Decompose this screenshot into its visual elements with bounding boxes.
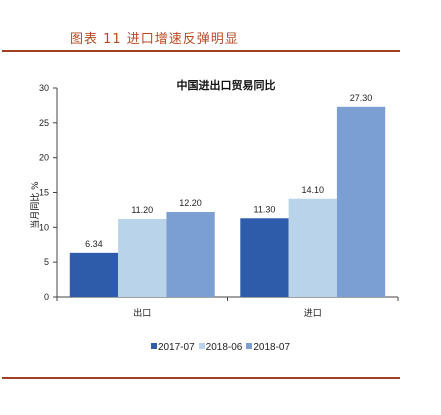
y-tick-label: 10 <box>39 222 49 232</box>
x-tick-label: 进口 <box>304 308 322 318</box>
top-rule <box>2 50 400 52</box>
data-label: 14.10 <box>301 185 324 195</box>
data-label: 27.30 <box>350 93 373 103</box>
y-tick-label: 25 <box>39 118 49 128</box>
legend-item: 2018-07 <box>246 342 290 353</box>
y-tick-label: 20 <box>39 153 49 163</box>
y-axis-label: 当月同比 % <box>29 181 41 229</box>
chart-title: 中国进出口贸易同比 <box>177 78 276 92</box>
bar <box>240 218 289 297</box>
data-label: 6.34 <box>85 239 103 249</box>
y-tick-label: 30 <box>39 83 49 93</box>
legend-label: 2018-06 <box>205 342 243 353</box>
bar <box>69 252 119 297</box>
legend-swatch <box>198 343 205 349</box>
legend-swatch <box>246 343 253 349</box>
x-tick-label: 出口 <box>133 307 151 318</box>
y-tick-label: 0 <box>44 292 49 302</box>
figure-caption: 图表 11 进口增速反弹明显 <box>70 32 239 47</box>
bar <box>336 106 386 297</box>
bars <box>69 106 386 297</box>
x-axis: 出口 进口 <box>56 296 399 318</box>
data-label: 12.20 <box>179 198 202 208</box>
legend: 2017-07 2018-06 2018-07 <box>0 342 441 353</box>
y-tick-label: 5 <box>44 257 49 267</box>
bar <box>166 212 215 297</box>
data-label: 11.20 <box>131 205 153 215</box>
bar <box>288 198 337 297</box>
y-tick-label: 15 <box>39 188 49 198</box>
legend-swatch <box>150 343 157 349</box>
legend-label: 2018-07 <box>253 342 291 353</box>
legend-item: 2017-07 <box>150 342 195 353</box>
y-axis: 0 5 10 15 20 25 30 <box>39 83 58 302</box>
data-labels: 6.34 11.20 12.20 11.30 14.10 27.30 <box>85 93 372 249</box>
legend-item: 2018-06 <box>198 342 243 353</box>
legend-label: 2017-07 <box>157 342 195 353</box>
bottom-rule <box>2 377 400 379</box>
bar <box>118 218 167 297</box>
data-label: 11.30 <box>254 204 276 214</box>
